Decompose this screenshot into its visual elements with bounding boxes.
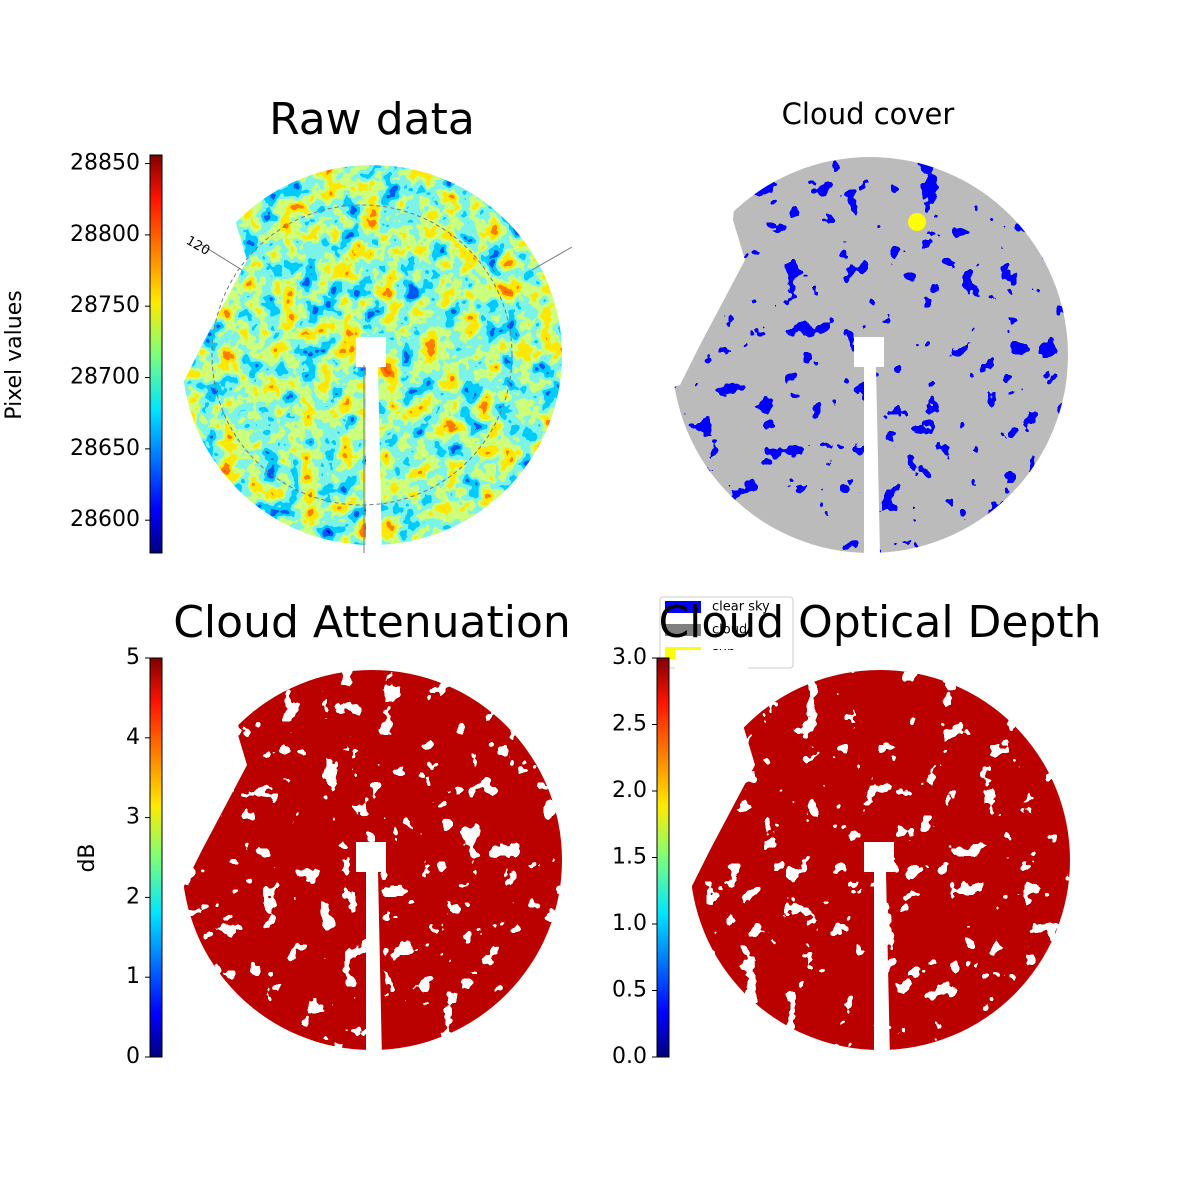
colorbar-tick-label: 3 <box>126 805 140 830</box>
panel-title: Cloud Optical Depth <box>658 597 1101 648</box>
panel: Cloud Attenuation 0 1 2 3 4 5 dB <box>75 597 571 1069</box>
image-mask <box>356 337 386 555</box>
colorbar-tick-label: 2 <box>126 884 140 909</box>
colorbar-tick-label: 1.5 <box>612 845 647 870</box>
colorbar-tick-label: 2.0 <box>612 778 647 803</box>
sun-marker <box>908 213 926 231</box>
image-mask <box>356 842 386 1060</box>
image-mask <box>854 337 884 555</box>
colorbar-tick-label: 2.5 <box>612 712 647 737</box>
colorbar-tick-label: 28700 <box>70 365 140 390</box>
colorbar-tick-label: 1.0 <box>612 911 647 936</box>
image-mask <box>665 145 745 390</box>
legend-label: cloud <box>712 623 747 638</box>
colorbar-tick-label: 28600 <box>70 507 140 532</box>
panel-title: Cloud cover <box>782 97 955 131</box>
colorbar-tick-label: 28800 <box>70 222 140 247</box>
panel-title: Raw data <box>269 94 475 145</box>
polar-grid <box>201 244 243 271</box>
colorbar-tick-label: 1 <box>126 964 140 989</box>
colorbar-tick-label: 4 <box>126 725 140 750</box>
colorbar-tick-label: 28650 <box>70 436 140 461</box>
colorbar-label: dB <box>75 843 100 872</box>
image-mask <box>864 842 894 1060</box>
colorbar-tick-label: 0.0 <box>612 1044 647 1069</box>
colorbar-tick-label: 0.5 <box>612 978 647 1003</box>
colorbar <box>656 657 670 1058</box>
colorbar-tick-label: 28850 <box>70 151 140 176</box>
colorbar-tick-label: 5 <box>126 645 140 670</box>
colorbar-tick-label: 3.0 <box>612 645 647 670</box>
panel-title: Cloud Attenuation <box>173 597 571 648</box>
image-mask <box>167 145 247 390</box>
colorbar-label: Pixel values <box>2 290 27 419</box>
legend-label: clear sky <box>712 600 770 615</box>
polar-grid <box>211 204 513 506</box>
colorbar <box>149 154 163 554</box>
image-mask <box>675 650 755 895</box>
image-mask <box>167 650 247 895</box>
colorbar <box>149 657 163 1058</box>
polar-grid <box>531 246 573 271</box>
legend-swatch <box>665 601 701 613</box>
colorbar-tick-label: 28750 <box>70 293 140 318</box>
panel: Cloud Optical Depth 0.0 0.5 1.0 1.5 2.0 2.5 3.0 <box>612 597 1102 1069</box>
legend-swatch <box>665 624 701 636</box>
colorbar-tick-label: 0 <box>126 1044 140 1069</box>
